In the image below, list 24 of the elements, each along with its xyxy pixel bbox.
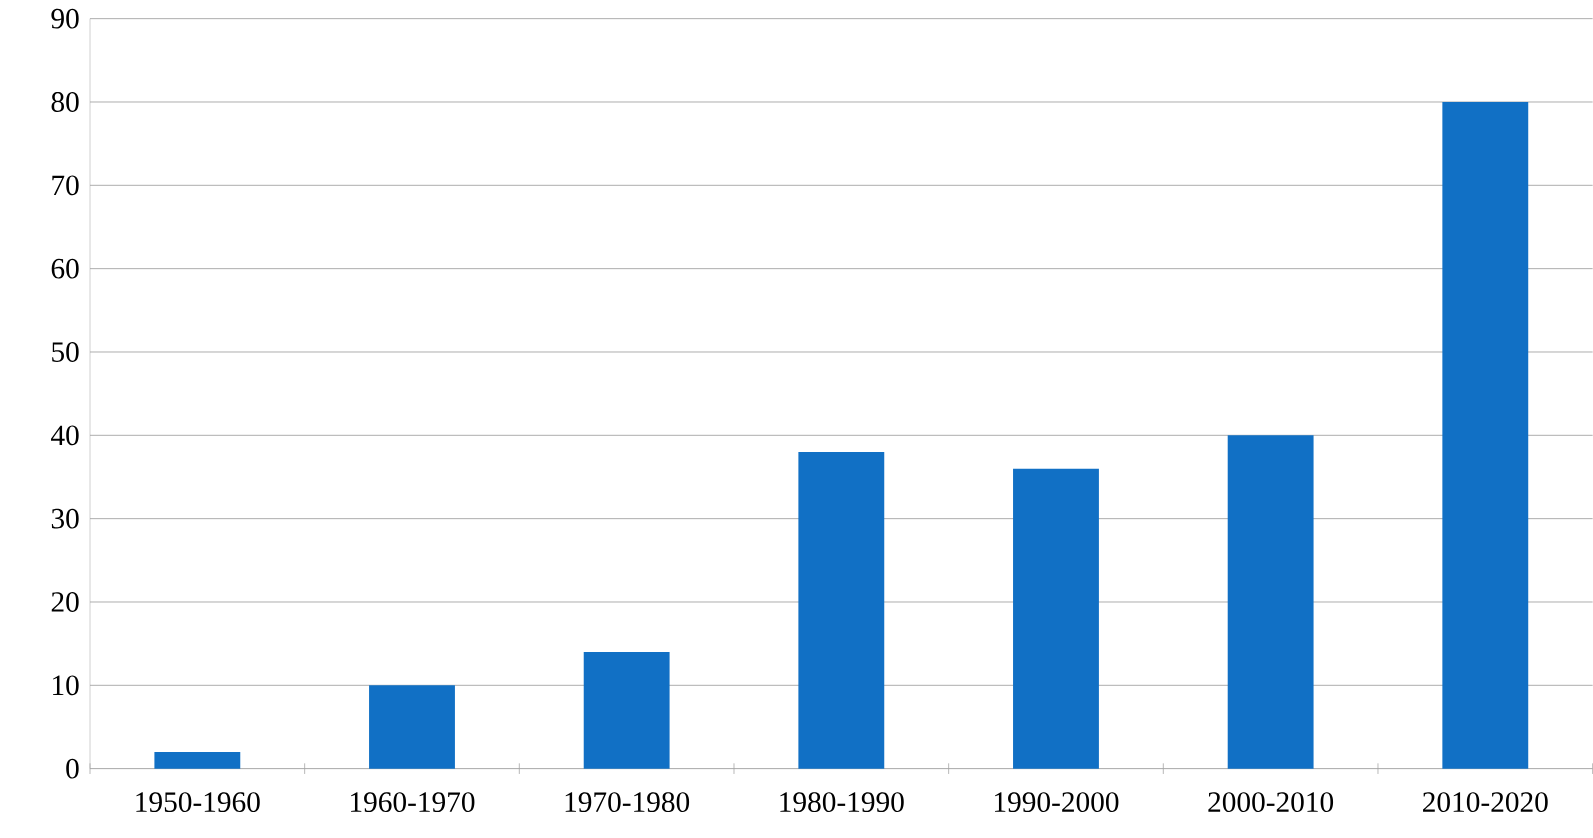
y-tick-label: 40 xyxy=(51,425,79,446)
y-tick-label: 70 xyxy=(52,175,79,196)
x-tick-label: 1950-1960 xyxy=(136,792,260,813)
y-tick-label: 80 xyxy=(51,92,79,112)
y-tick-label: 60 xyxy=(51,258,79,279)
bar xyxy=(154,751,241,769)
bar xyxy=(1013,468,1099,769)
bar xyxy=(583,651,670,769)
x-tick-label: 2000-2010 xyxy=(1208,792,1334,813)
y-tick-label: 90 xyxy=(51,8,79,29)
bar xyxy=(1442,101,1529,769)
y-tick-label: 30 xyxy=(51,508,79,529)
x-tick-label: 2010-2020 xyxy=(1423,792,1548,813)
bar xyxy=(798,451,885,769)
y-tick-label: 10 xyxy=(53,675,79,696)
y-tick-label: 0 xyxy=(66,758,79,779)
x-tick-label: 1980-1990 xyxy=(780,792,904,813)
x-tick-label: 1960-1970 xyxy=(351,792,475,813)
x-tick-label: 1990-2000 xyxy=(995,792,1119,813)
x-tick-label: 1970-1980 xyxy=(565,792,690,813)
y-tick-label: 50 xyxy=(52,342,79,362)
bar xyxy=(1227,435,1314,769)
bar xyxy=(369,685,455,769)
y-tick-label: 20 xyxy=(51,592,79,612)
